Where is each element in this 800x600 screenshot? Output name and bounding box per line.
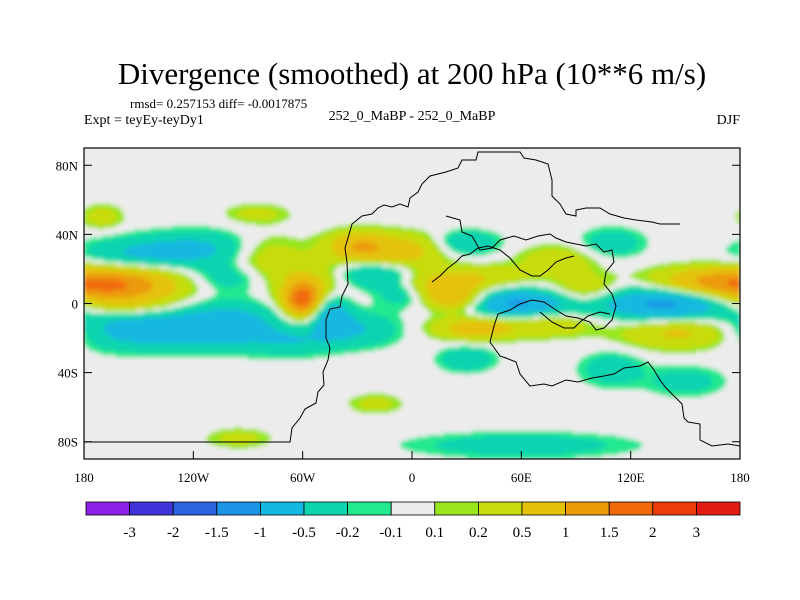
y-tick-label: 40N [56,227,79,242]
x-tick-label: 60W [290,470,316,485]
y-tick-label: 0 [72,297,79,312]
colorbar-swatch [390,501,436,516]
colorbar-swatch [216,501,261,516]
continent-outline-america [84,183,423,443]
colorbar-swatch [608,501,654,516]
x-tick-label: 120W [177,470,210,485]
continent-outline-eurasia [421,151,680,225]
x-tick-label: 60E [511,470,532,485]
y-tick-label: 40S [58,366,78,381]
colorbar-label: 1.5 [600,525,619,541]
colorbar-swatch [434,501,479,516]
colorbar-swatch [696,501,741,516]
y-axis: 80N 40N 0 40S 80S [56,158,740,450]
colorbar-swatch [259,501,305,516]
colorbar-label: -0.5 [292,525,316,541]
colorbar-swatch [85,501,130,516]
colorbar-label: 0.2 [469,525,488,541]
colorbar-swatch [129,501,174,516]
colorbar-swatch [565,501,610,516]
colorbar-label: 1 [562,525,570,541]
colorbar-label: 0.1 [425,525,444,541]
colorbar-label: 2 [649,525,657,541]
x-axis: 180 120W 60W 0 60E 120E 180 [74,451,750,485]
continent-outlines [84,151,740,447]
colorbar-label: -3 [123,525,136,541]
case-label: 252_0_MaBP - 252_0_MaBP [329,109,496,124]
colorbar-swatch [347,501,392,516]
season-label: DJF [717,113,741,128]
colorbar-swatch [303,501,348,516]
colorbar-label: 0.5 [513,525,532,541]
colorbar-swatch [172,501,218,516]
colorbar: -3 -2 -1.5 -1 -0.5 -0.2 -0.1 0.1 0.2 0.5 1 1.5 2 3 [85,501,741,541]
y-tick-label: 80S [58,435,78,450]
continent-outline-indochina [539,311,611,329]
colorbar-label: -1 [254,525,267,541]
colorbar-label: -0.1 [379,525,403,541]
x-tick-label: 120E [617,470,645,485]
colorbar-swatch [521,501,566,516]
colorbar-label: -0.2 [336,525,360,541]
colorbar-label: -1.5 [205,525,229,541]
experiment-label: Expt = teyEy-teyDy1 [84,113,204,128]
x-tick-label: 0 [409,470,416,485]
y-tick-label: 80N [56,158,79,173]
x-tick-label: 180 [74,470,94,485]
colorbar-label: 3 [693,525,701,541]
x-tick-label: 180 [730,470,750,485]
continent-outline-europe [431,245,575,283]
chart-title: Divergence (smoothed) at 200 hPa (10**6 … [118,56,706,91]
colorbar-swatch [652,501,697,516]
continent-outline-africa [445,215,740,447]
colorbar-label: -2 [167,525,180,541]
colorbar-swatch [477,501,523,516]
stats-annotation: rmsd= 0.257153 diff= -0.0017875 [130,96,307,111]
divergence-field [84,148,740,459]
